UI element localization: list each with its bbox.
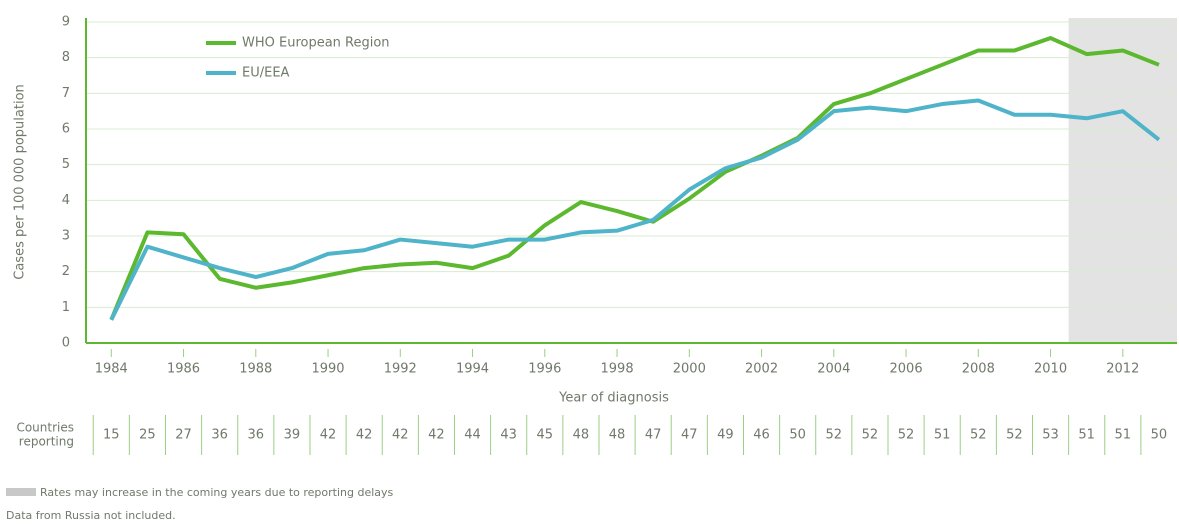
x-tick-label: 1998 (601, 362, 634, 377)
countries-value: 42 (392, 428, 409, 443)
data-line (109, 36, 1160, 321)
countries-value: 51 (934, 428, 951, 443)
x-tick-label: 1986 (167, 362, 200, 377)
x-tick-label: 2002 (745, 362, 778, 377)
footnote-swatch (6, 488, 36, 496)
countries-value: 47 (645, 428, 662, 443)
x-tick-label: 2010 (1034, 362, 1067, 377)
countries-value: 45 (537, 428, 554, 443)
y-tick-label: 0 (62, 336, 70, 351)
countries-value: 50 (789, 428, 806, 443)
countries-value: 48 (573, 428, 590, 443)
countries-value: 43 (500, 428, 517, 443)
x-tick-label: 2012 (1106, 362, 1139, 377)
countries-value: 39 (284, 428, 301, 443)
y-tick-label: 9 (62, 15, 70, 30)
countries-value: 49 (717, 428, 734, 443)
legend-label: WHO European Region (242, 36, 390, 51)
countries-value: 42 (428, 428, 445, 443)
x-tick-label: 2006 (890, 362, 923, 377)
countries-value: 52 (862, 428, 879, 443)
countries-value: 25 (139, 428, 156, 443)
y-tick-label: 2 (62, 264, 70, 279)
x-tick-label: 1988 (239, 362, 272, 377)
countries-value: 27 (175, 428, 192, 443)
x-tick-label: 2008 (962, 362, 995, 377)
shaded-region (1068, 18, 1177, 343)
y-tick-label: 4 (62, 193, 70, 208)
countries-value: 52 (970, 428, 987, 443)
y-axis-title: Cases per 100 000 population (13, 84, 28, 280)
x-tick-label: 2004 (817, 362, 850, 377)
y-tick-label: 3 (62, 229, 70, 244)
y-tick-label: 7 (62, 86, 70, 101)
countries-value: 53 (1042, 428, 1059, 443)
countries-value: 51 (1115, 428, 1132, 443)
countries-value: 52 (898, 428, 915, 443)
countries-value: 44 (464, 428, 481, 443)
x-tick-label: 1992 (384, 362, 417, 377)
data-line (109, 98, 1161, 321)
y-tick-label: 1 (62, 300, 70, 315)
countries-value: 36 (248, 428, 265, 443)
x-tick-label: 1994 (456, 362, 489, 377)
countries-value: 46 (753, 428, 770, 443)
countries-value: 51 (1078, 428, 1095, 443)
countries-value: 47 (681, 428, 698, 443)
countries-value: 50 (1151, 428, 1168, 443)
x-tick-label: 1990 (311, 362, 344, 377)
footnote: Data from Russia not included. (6, 509, 176, 522)
countries-value: 52 (1006, 428, 1023, 443)
countries-value: 52 (826, 428, 843, 443)
footnote: Rates may increase in the coming years d… (40, 486, 394, 499)
countries-value: 42 (320, 428, 337, 443)
y-tick-label: 6 (62, 122, 70, 137)
x-axis-title: Year of diagnosis (558, 391, 669, 406)
legend-label: EU/EEA (242, 66, 290, 81)
row-label: Countries (16, 421, 74, 435)
y-tick-label: 5 (62, 157, 70, 172)
row-label: reporting (19, 435, 74, 449)
countries-value: 42 (356, 428, 373, 443)
x-tick-label: 1996 (528, 362, 561, 377)
x-tick-label: 1984 (95, 362, 128, 377)
y-tick-label: 8 (62, 50, 70, 65)
countries-value: 36 (211, 428, 228, 443)
x-tick-label: 2000 (673, 362, 706, 377)
countries-value: 48 (609, 428, 626, 443)
countries-value: 15 (103, 428, 120, 443)
